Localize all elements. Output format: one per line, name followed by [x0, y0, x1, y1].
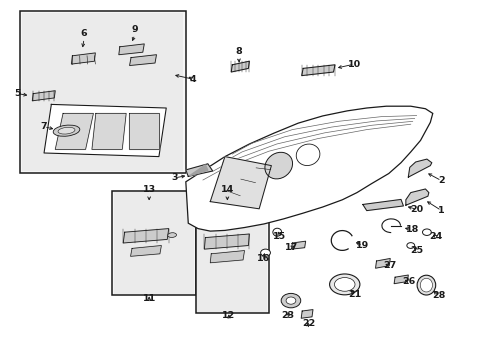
Polygon shape	[123, 229, 168, 243]
Ellipse shape	[272, 228, 281, 236]
Text: 1: 1	[437, 206, 444, 215]
Text: 6: 6	[81, 29, 87, 37]
Ellipse shape	[419, 278, 432, 292]
Text: 24: 24	[428, 233, 442, 241]
Polygon shape	[129, 55, 156, 66]
Text: 4: 4	[189, 75, 196, 84]
Polygon shape	[375, 258, 389, 268]
Text: 13: 13	[142, 185, 155, 194]
Polygon shape	[55, 113, 93, 149]
Polygon shape	[362, 199, 403, 211]
Bar	[197, 195, 267, 312]
Text: 28: 28	[431, 292, 445, 300]
Bar	[195, 194, 268, 313]
Bar	[114, 192, 194, 294]
Ellipse shape	[53, 125, 80, 136]
Ellipse shape	[416, 275, 435, 295]
Polygon shape	[301, 65, 334, 76]
Text: 20: 20	[410, 205, 423, 214]
Circle shape	[285, 297, 295, 304]
Polygon shape	[210, 251, 244, 263]
Circle shape	[281, 293, 300, 308]
Polygon shape	[393, 275, 407, 284]
Text: 3: 3	[171, 174, 178, 182]
Polygon shape	[189, 165, 207, 176]
Text: 22: 22	[302, 320, 315, 328]
Polygon shape	[231, 61, 249, 72]
Ellipse shape	[334, 278, 354, 291]
Polygon shape	[130, 246, 161, 256]
Ellipse shape	[264, 152, 292, 179]
Polygon shape	[92, 113, 126, 149]
Text: 7: 7	[41, 122, 47, 131]
Polygon shape	[291, 241, 305, 249]
Text: 14: 14	[220, 185, 234, 194]
Text: 16: 16	[256, 254, 269, 263]
Circle shape	[422, 229, 430, 235]
Text: 8: 8	[235, 46, 242, 55]
Text: 2: 2	[437, 176, 444, 185]
Text: 25: 25	[409, 246, 422, 255]
Text: 26: 26	[401, 277, 415, 286]
Text: 27: 27	[382, 261, 396, 270]
Text: 17: 17	[284, 243, 298, 252]
Bar	[112, 191, 195, 295]
Polygon shape	[32, 91, 55, 101]
Bar	[22, 13, 183, 171]
Polygon shape	[185, 106, 432, 231]
Text: 10: 10	[347, 60, 360, 69]
Polygon shape	[119, 44, 144, 55]
Ellipse shape	[58, 127, 75, 134]
Text: 18: 18	[405, 225, 418, 234]
Circle shape	[406, 243, 414, 248]
Bar	[20, 11, 185, 173]
Polygon shape	[204, 234, 249, 249]
Ellipse shape	[296, 144, 319, 166]
Polygon shape	[185, 164, 212, 176]
Ellipse shape	[167, 233, 176, 238]
Polygon shape	[128, 113, 159, 149]
Text: 19: 19	[355, 241, 369, 250]
Text: 12: 12	[222, 311, 235, 320]
Ellipse shape	[329, 274, 359, 295]
Polygon shape	[71, 53, 95, 64]
Polygon shape	[407, 159, 431, 177]
Polygon shape	[44, 104, 166, 157]
Polygon shape	[405, 189, 428, 205]
Polygon shape	[210, 157, 271, 209]
Text: 5: 5	[14, 89, 21, 98]
Text: 9: 9	[131, 24, 138, 33]
Text: 15: 15	[273, 233, 285, 241]
Text: 23: 23	[281, 310, 293, 320]
Circle shape	[260, 249, 270, 256]
Polygon shape	[301, 310, 312, 318]
Text: 11: 11	[142, 294, 156, 302]
Text: 21: 21	[347, 289, 361, 299]
